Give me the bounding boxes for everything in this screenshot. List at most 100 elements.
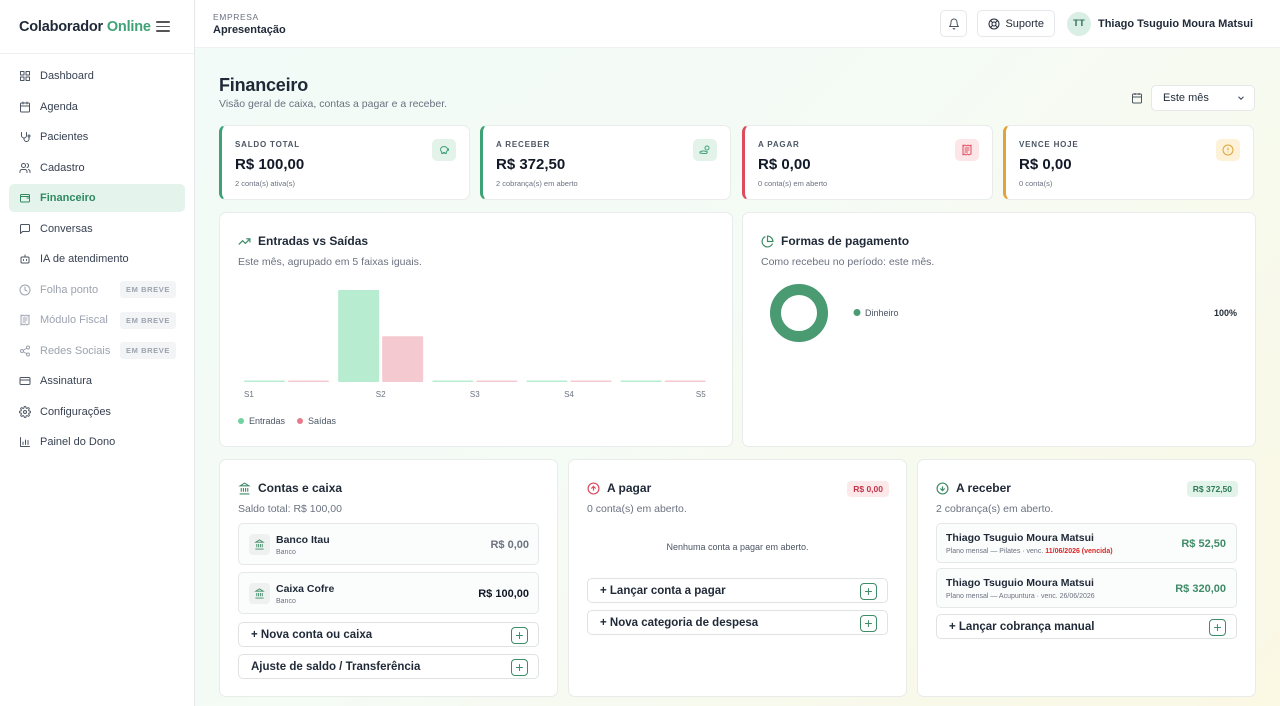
clock-icon-wrap	[19, 284, 31, 296]
payment-methods-heading: Formas de pagamento	[761, 234, 909, 248]
coming-soon-badge: EM BREVE	[120, 342, 176, 359]
bar-sadas-s4[interactable]	[570, 380, 612, 383]
sidebar-item-painel-do-dono[interactable]: Painel do Dono	[9, 428, 185, 456]
period-select[interactable]: Este mês	[1151, 85, 1255, 111]
coming-soon-badge: EM BREVE	[120, 311, 176, 329]
receivable-amount: R$ 52,50	[1181, 538, 1226, 550]
account-type: Banco	[276, 598, 296, 605]
receipt-icon-wrap	[19, 314, 31, 326]
x-tick-label: S1	[244, 390, 254, 399]
legend-swatch	[853, 309, 861, 316]
avatar: TT	[1066, 11, 1091, 36]
sidebar-item-conversas[interactable]: Conversas	[9, 215, 185, 243]
sidebar-item-agenda[interactable]: Agenda	[9, 93, 185, 121]
new-manual-charge-button[interactable]: + Lançar cobrança manual +	[936, 614, 1237, 639]
sidebar-item-label: Agenda	[40, 100, 78, 113]
user-menu[interactable]: TT Thiago Tsuguio Moura Matsui	[1066, 11, 1253, 36]
gear-icon	[19, 405, 31, 418]
sidebar-item-assinatura[interactable]: Assinatura	[9, 367, 185, 395]
sidebar-item-folha-ponto[interactable]: Folha ponto EM BREVE	[9, 276, 185, 304]
bar-entradas-s2[interactable]	[338, 290, 380, 382]
sidebar-item-label: Painel do Dono	[40, 436, 116, 448]
new-account-button[interactable]: + Nova conta ou caixa +	[238, 622, 539, 647]
sidebar-item-pacientes[interactable]: Pacientes	[9, 123, 185, 151]
payables-empty-state: Nenhuma conta a pagar em aberto.	[666, 542, 809, 552]
receivables-heading: A receber	[936, 481, 1011, 495]
grid-icon	[20, 71, 30, 81]
bar-entradas-s4[interactable]	[526, 380, 568, 383]
kpi-subtext: 0 conta(s) em aberto	[758, 179, 828, 188]
legend-label: Dinheiro	[865, 308, 899, 318]
legend-out-label: Saídas	[308, 416, 337, 426]
kpi-label: A RECEBER	[496, 140, 551, 149]
credit-card-icon-wrap	[19, 375, 31, 387]
account-name: Caixa Cofre	[276, 583, 335, 595]
bar-sadas-s1[interactable]	[288, 380, 329, 383]
bank-icon	[254, 539, 265, 550]
notifications-button[interactable]	[940, 10, 968, 37]
bell-icon	[948, 18, 959, 29]
sidebar-item-configuracoes[interactable]: Configurações	[9, 398, 185, 426]
plus-icon: +	[860, 582, 877, 600]
user-name: Thiago Tsuguio Moura Matsui	[1097, 17, 1253, 30]
receivable-item[interactable]: Thiago Tsuguio Moura Matsui Plano mensal …	[936, 523, 1237, 563]
new-payable-button[interactable]: + Lançar conta a pagar +	[587, 578, 888, 603]
sidebar-item-cadastro[interactable]: Cadastro	[9, 154, 185, 182]
receivable-desc: Plano mensal — Pilates · venc. 11/06/202…	[946, 548, 1113, 555]
users-icon	[19, 162, 31, 173]
account-icon-box	[249, 534, 270, 555]
new-expense-category-label: + Nova categoria de despesa	[600, 616, 759, 629]
bar-sadas-s2[interactable]	[382, 336, 424, 382]
bar-sadas-s5[interactable]	[664, 380, 706, 383]
payment-methods-subtitle: Como recebeu no período: este mês.	[761, 256, 935, 268]
company-name: Apresentação	[213, 23, 286, 36]
flow-bar-chart: S1 S2 S3 S4 S5	[244, 290, 706, 399]
kpi-subtext: 2 cobrança(s) em aberto	[496, 179, 578, 188]
receivable-due-overdue: 11/06/2026 (vencida)	[1045, 548, 1113, 555]
sidebar-item-ia-de-atendimento[interactable]: IA de atendimento	[9, 245, 185, 273]
kpi-label: A PAGAR	[758, 140, 800, 149]
sidebar-item-redes-sociais[interactable]: Redes Sociais EM BREVE	[9, 337, 185, 365]
kpi-icon-box	[432, 139, 456, 161]
wallet-icon	[20, 194, 30, 203]
grid-icon-wrap	[19, 70, 31, 82]
calendar-icon	[1132, 93, 1142, 104]
x-tick-label: S5	[696, 390, 706, 399]
bar-entradas-s1[interactable]	[244, 380, 285, 383]
account-type: Banco	[276, 549, 296, 556]
accounts-card: Contas e caixa Saldo total: R$ 100,00 Ba…	[219, 459, 558, 697]
company-selector[interactable]: EMPRESA Apresentação	[213, 12, 286, 36]
plus-icon: +	[511, 658, 528, 676]
new-expense-category-button[interactable]: + Nova categoria de despesa +	[587, 610, 888, 635]
new-manual-charge-label: + Lançar cobrança manual	[949, 620, 1095, 633]
chat-icon-wrap	[19, 223, 31, 235]
balance-adjust-label: Ajuste de saldo / Transferência	[251, 660, 421, 673]
hand-coins-icon	[699, 145, 710, 154]
menu-toggle-icon[interactable]	[156, 21, 170, 32]
balance-adjust-button[interactable]: Ajuste de saldo / Transferência +	[238, 654, 539, 679]
sidebar-item-label: Pacientes	[40, 131, 89, 143]
account-item[interactable]: Banco Itau Banco R$ 0,00	[238, 523, 539, 565]
kpi-card: SALDO TOTAL R$ 100,00 2 conta(s) ativa(s)	[219, 125, 470, 200]
sidebar-item-label: Assinatura	[40, 375, 92, 387]
alert-circle-icon	[1222, 144, 1234, 156]
receipt-icon	[962, 144, 972, 156]
receivable-item[interactable]: Thiago Tsuguio Moura Matsui Plano mensal …	[936, 568, 1237, 608]
sidebar-item-modulo-fiscal[interactable]: Módulo Fiscal EM BREVE	[9, 306, 185, 334]
kpi-card: VENCE HOJE R$ 0,00 0 conta(s)	[1003, 125, 1254, 200]
bar-sadas-s3[interactable]	[476, 380, 518, 383]
account-item[interactable]: Caixa Cofre Banco R$ 100,00	[238, 572, 539, 614]
account-name: Banco Itau	[276, 534, 330, 546]
support-button[interactable]: Suporte	[977, 10, 1055, 37]
donut-slice-dinheiro[interactable]	[770, 284, 828, 342]
sidebar-item-financeiro[interactable]: Financeiro	[9, 184, 185, 212]
account-balance: R$ 0,00	[490, 539, 529, 551]
account-balance: R$ 100,00	[478, 588, 529, 600]
brand-logo[interactable]: Colaborador Online	[19, 18, 151, 35]
bar-entradas-s3[interactable]	[432, 380, 474, 383]
calendar-icon-wrap	[19, 101, 31, 113]
flow-chart-heading: Entradas vs Saídas	[238, 234, 368, 248]
sidebar-item-dashboard[interactable]: Dashboard	[9, 62, 185, 90]
bar-entradas-s5[interactable]	[620, 380, 662, 383]
coming-soon-badge: EM BREVE	[120, 281, 176, 298]
